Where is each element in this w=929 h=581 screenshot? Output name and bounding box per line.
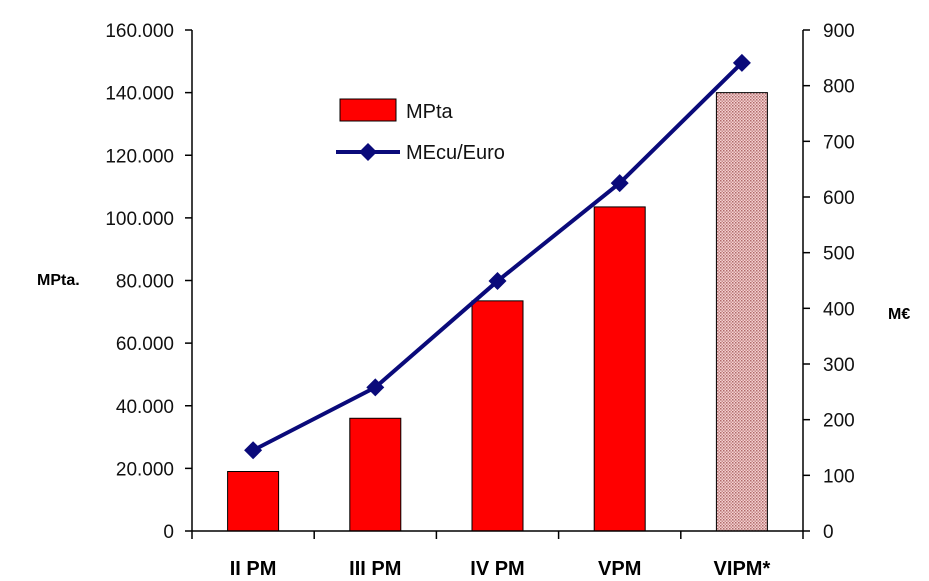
bar-iv-pm (471, 300, 524, 532)
y-tick-label: 100.000 (105, 209, 174, 230)
y2-tick-label: 700 (823, 132, 855, 153)
y2-tick-label: 800 (823, 77, 855, 98)
axes: 0 20.000 40.000 60.000 80.000 100.000 120.000 1… (105, 21, 854, 580)
y-tick-label: 0 (163, 522, 174, 543)
bar-iii-pm (349, 417, 402, 532)
y2-axis-title: M€ (888, 306, 910, 323)
legend-label-line: MEcu/Euro (406, 142, 505, 164)
line-series (244, 53, 751, 460)
y2-tick-label: 100 (823, 466, 855, 487)
y-tick-label: 140.000 (105, 84, 174, 105)
bars (227, 92, 768, 532)
y-tick-label: 120.000 (105, 146, 174, 167)
x-tick-label: II PM (230, 558, 277, 580)
x-tick-label: IV PM (470, 558, 524, 580)
line-point (732, 53, 751, 72)
x-tick-label: III PM (349, 558, 401, 580)
y2-tick-label: 300 (823, 355, 855, 376)
y-tick-label: 80.000 (116, 272, 174, 293)
line-point (488, 272, 507, 291)
legend-marker (359, 143, 377, 161)
legend: MPta MEcu/Euro (336, 98, 505, 164)
y-tick-label: 160.000 (105, 21, 174, 42)
y2-tick-label: 0 (823, 522, 834, 543)
line-point (244, 441, 263, 460)
y2-tick-label: 500 (823, 244, 855, 265)
line-point (610, 174, 629, 193)
y2-tick-label: 200 (823, 411, 855, 432)
y2-tick-label: 400 (823, 299, 855, 320)
y2-tick-label: 600 (823, 188, 855, 209)
x-tick-label: VIPM* (714, 558, 771, 580)
legend-label-bar: MPta (406, 101, 454, 123)
y-tick-label: 20.000 (116, 459, 174, 480)
line-point (366, 378, 385, 397)
y-axis-title: MPta. (37, 272, 80, 289)
x-tick-label: VPM (598, 558, 641, 580)
bar-vipm (715, 92, 768, 532)
bar-ii-pm (227, 471, 280, 532)
y-tick-label: 60.000 (116, 334, 174, 355)
y-tick-label: 40.000 (116, 397, 174, 418)
bar-vpm (593, 206, 646, 532)
y2-tick-label: 900 (823, 21, 855, 42)
legend-swatch-bar (339, 98, 397, 122)
